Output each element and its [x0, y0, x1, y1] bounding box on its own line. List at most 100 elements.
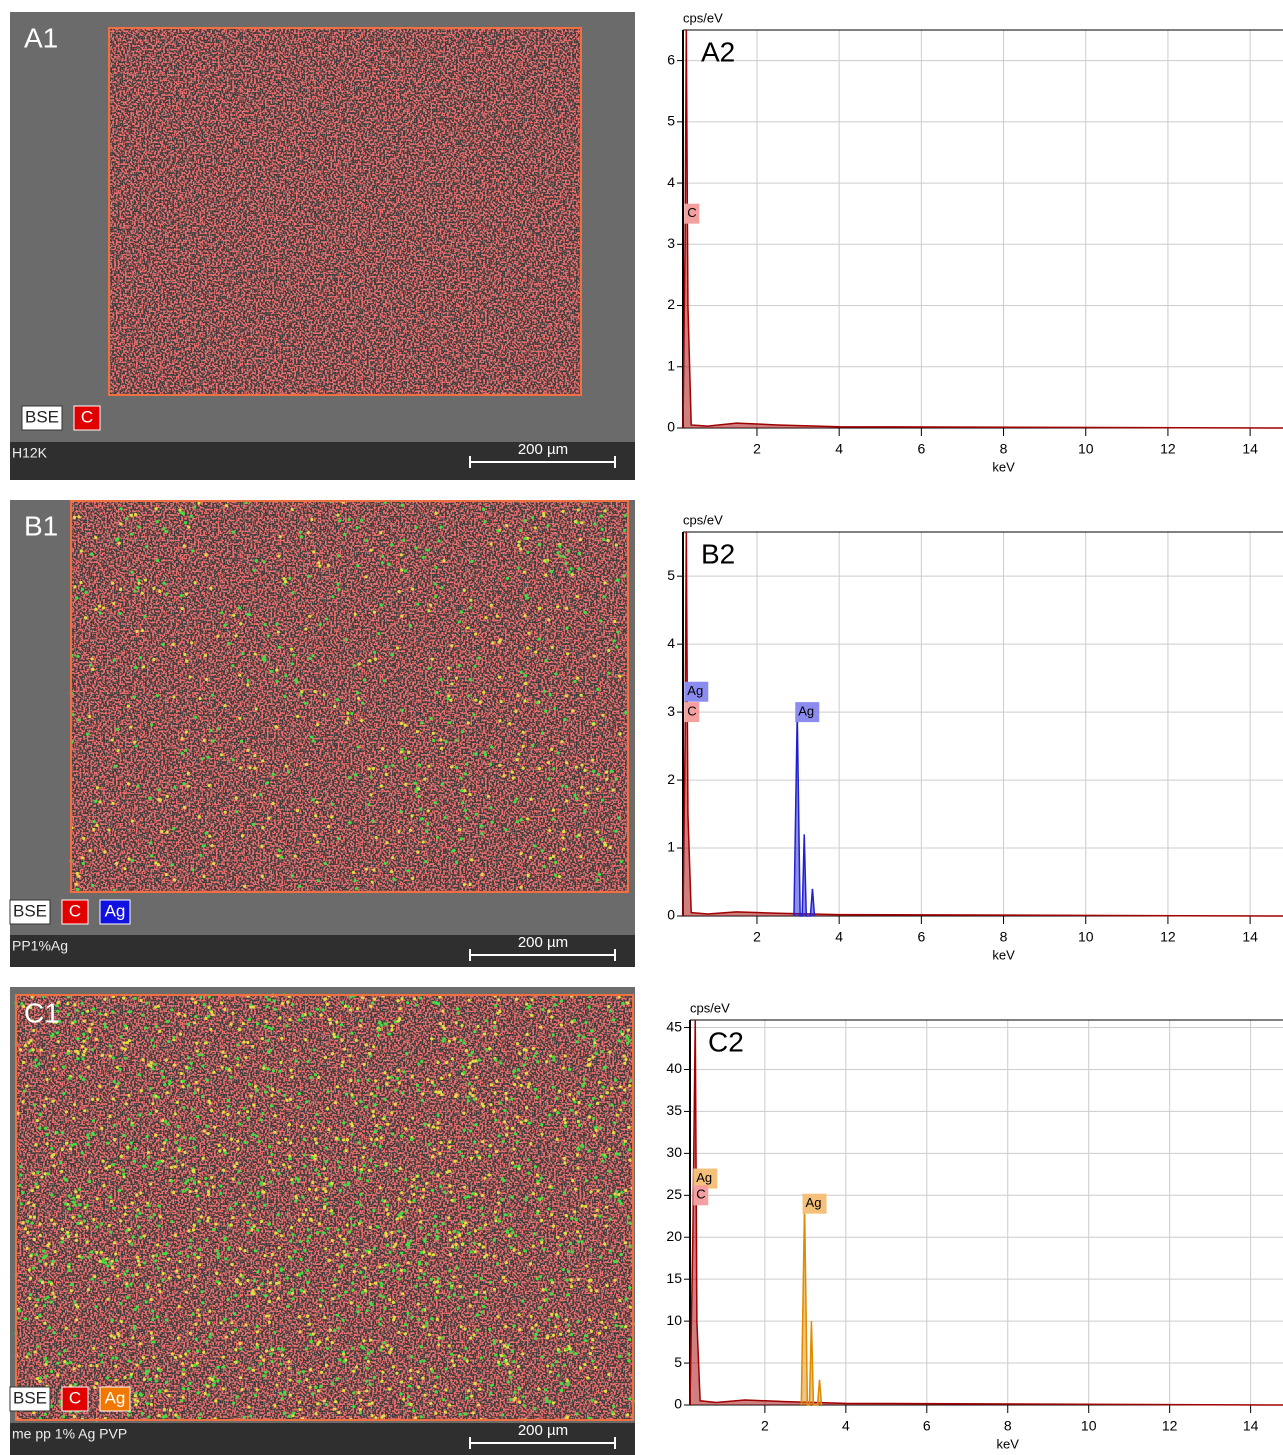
- silver-dot: [427, 667, 430, 670]
- silver-dot: [263, 560, 266, 563]
- silver-dot: [459, 777, 462, 780]
- silver-dot: [400, 722, 403, 725]
- silver-dot: [376, 1086, 379, 1089]
- silver-dot: [94, 608, 97, 611]
- silver-dot: [273, 1131, 276, 1134]
- silver-dot: [383, 1098, 386, 1101]
- silver-dot: [369, 1339, 372, 1342]
- silver-dot: [289, 1257, 292, 1260]
- silver-dot: [259, 1362, 262, 1365]
- silver-dot: [236, 1280, 239, 1283]
- silver-dot: [324, 1247, 327, 1250]
- silver-dot: [124, 1206, 127, 1209]
- silver-dot: [584, 611, 587, 614]
- silver-dot: [596, 1189, 599, 1192]
- y-tick-label: 2: [667, 771, 675, 787]
- silver-dot: [151, 1255, 154, 1258]
- silver-dot: [566, 1379, 569, 1382]
- silver-dot: [261, 1190, 264, 1193]
- silver-dot: [540, 1219, 543, 1222]
- silver-dot: [455, 1093, 458, 1096]
- silver-dot: [298, 885, 301, 888]
- silver-dot: [290, 1075, 293, 1078]
- silver-dot: [219, 1184, 222, 1187]
- silver-dot: [379, 531, 382, 534]
- silver-dot: [482, 1245, 485, 1248]
- silver-dot: [161, 1278, 164, 1281]
- peak-label: C: [687, 205, 696, 220]
- silver-dot: [440, 747, 443, 750]
- silver-dot: [143, 615, 146, 618]
- silver-dot: [236, 1140, 239, 1143]
- silver-dot: [104, 1261, 107, 1264]
- silver-dot: [541, 731, 544, 734]
- silver-dot: [504, 1092, 507, 1095]
- silver-dot: [157, 788, 160, 791]
- silver-dot: [62, 1092, 65, 1095]
- silver-dot: [174, 1234, 177, 1237]
- silver-dot: [358, 1177, 361, 1180]
- silver-dot: [314, 1386, 317, 1389]
- silver-dot: [149, 1065, 152, 1068]
- silver-dot: [609, 1218, 612, 1221]
- silver-dot: [508, 1371, 511, 1374]
- silver-dot: [557, 751, 560, 754]
- silver-dot: [238, 606, 241, 609]
- silver-dot: [430, 1317, 433, 1320]
- silver-dot: [612, 1018, 615, 1021]
- silver-dot: [59, 1161, 62, 1164]
- silver-dot: [570, 1217, 573, 1220]
- silver-dot: [325, 1364, 328, 1367]
- silver-dot: [230, 1137, 233, 1140]
- silver-dot: [260, 1181, 263, 1184]
- silver-dot: [523, 1048, 526, 1051]
- silver-dot: [573, 1019, 576, 1022]
- silver-dot: [536, 1329, 539, 1332]
- silver-dot: [370, 1401, 373, 1404]
- silver-dot: [577, 1240, 580, 1243]
- silver-dot: [224, 1055, 227, 1058]
- silver-dot: [269, 1281, 272, 1284]
- silver-dot: [283, 1393, 286, 1396]
- silver-dot: [470, 1250, 473, 1253]
- silver-dot: [343, 1183, 346, 1186]
- silver-dot: [196, 1362, 199, 1365]
- silver-dot: [414, 790, 417, 793]
- silver-dot: [289, 1239, 292, 1242]
- silver-dot: [410, 1185, 413, 1188]
- silver-dot: [520, 1120, 523, 1123]
- silver-dot: [602, 1086, 605, 1089]
- silver-dot: [314, 1073, 317, 1076]
- silver-dot: [510, 1098, 513, 1101]
- silver-dot: [215, 1249, 218, 1252]
- silver-dot: [581, 1145, 584, 1148]
- silver-dot: [140, 1394, 143, 1397]
- silver-dot: [249, 1414, 252, 1417]
- silver-dot: [374, 1079, 377, 1082]
- silver-dot: [400, 553, 403, 556]
- silver-dot: [106, 1142, 109, 1145]
- silver-dot: [154, 1167, 157, 1170]
- silver-dot: [528, 1082, 531, 1085]
- silver-dot: [121, 1168, 124, 1171]
- silver-dot: [608, 846, 611, 849]
- silver-dot: [341, 1319, 344, 1322]
- silver-dot: [32, 1048, 35, 1051]
- silver-dot: [454, 1160, 457, 1163]
- silver-dot: [471, 1087, 474, 1090]
- silver-dot: [571, 1179, 574, 1182]
- silver-dot: [380, 1345, 383, 1348]
- silver-dot: [222, 1365, 225, 1368]
- silver-dot: [67, 1013, 70, 1016]
- silver-dot: [614, 1152, 617, 1155]
- silver-dot: [621, 1033, 624, 1036]
- silver-dot: [325, 1202, 328, 1205]
- silver-dot: [512, 1248, 515, 1251]
- silver-dot: [47, 1172, 50, 1175]
- silver-dot: [359, 1399, 362, 1402]
- silver-dot: [298, 1315, 301, 1318]
- silver-dot: [145, 1372, 148, 1375]
- silver-dot: [531, 1326, 534, 1329]
- silver-dot: [260, 845, 263, 848]
- silver-dot: [336, 514, 339, 517]
